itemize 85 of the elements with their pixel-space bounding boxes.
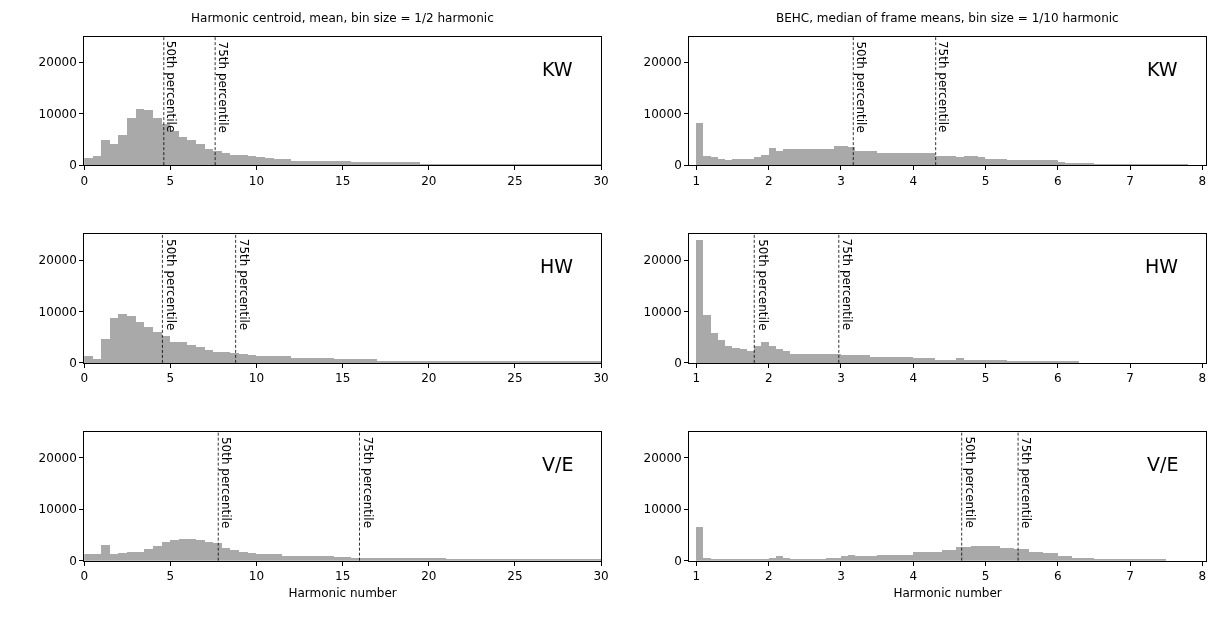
x-tick-label: 4 [909,371,918,386]
x-tick-label: 30 [593,371,609,386]
ref-line-label: 50th percentile [164,40,179,133]
annotation: KW [1147,58,1178,80]
x-tick-label: 5 [981,371,990,386]
x-tick-label: 1 [692,371,701,386]
y-tick-label: 10000 [643,502,682,517]
chart-title: BEHC, median of frame means, bin size = 1/10 harmonic [776,11,1119,25]
x-tick-label: 5 [166,371,175,386]
ref-line-label: 50th percentile [853,41,868,133]
annotation: V/E [542,453,574,475]
x-tick-label: 5 [166,569,175,584]
x-tick-label: 3 [837,173,845,188]
x-tick-label: 7 [1126,173,1134,188]
x-tick-label: 6 [1054,371,1062,386]
y-tick-label: 20000 [38,253,77,268]
x-tick-label: 8 [1198,371,1207,386]
x-tick-label: 1 [692,173,701,188]
y-tick-label: 0 [69,158,77,173]
x-tick-label: 25 [507,569,523,584]
x-tick-label: 15 [334,173,351,188]
y-tick-label: 20000 [643,451,682,466]
y-tick-label: 20000 [643,253,682,268]
ref-line-label: 75th percentile [936,40,951,133]
x-tick-label: 30 [593,173,609,188]
x-tick-label: 10 [248,569,265,584]
y-tick-label: 20000 [38,451,77,466]
x-tick-label: 2 [764,569,773,584]
chart-title: Harmonic centroid, mean, bin size = 1/2 harmonic [191,11,494,25]
y-tick-label: 0 [674,158,682,173]
y-tick-label: 0 [69,356,77,371]
y-tick-label: 10000 [38,502,77,517]
y-tick-label: 10000 [643,304,682,319]
ref-line-label: 75th percentile [1019,437,1034,529]
x-tick-label: 4 [909,173,918,188]
x-tick-label: 3 [837,371,845,386]
y-tick-label: 20000 [38,55,77,70]
x-tick-label: 3 [837,569,845,584]
y-tick-label: 0 [674,553,682,568]
annotation: V/E [1147,453,1179,475]
x-tick-label: 25 [507,371,523,386]
y-tick-label: 20000 [643,55,682,70]
x-tick-label: 0 [80,371,89,386]
y-tick-label: 10000 [38,106,77,121]
x-tick-label: 10 [248,371,265,386]
x-axis-title: Harmonic number [288,585,397,600]
x-tick-label: 6 [1054,569,1062,584]
x-tick-label: 4 [909,569,918,584]
ref-line-label: 75th percentile [237,238,252,331]
y-tick-label: 0 [674,356,682,371]
y-tick-label: 10000 [38,304,77,319]
x-tick-label: 20 [421,173,437,188]
x-tick-label: 25 [507,173,523,188]
ref-line-label: 75th percentile [360,436,375,529]
x-tick-label: 0 [80,173,89,188]
x-tick-label: 1 [692,569,701,584]
x-tick-label: 7 [1126,569,1134,584]
x-tick-label: 8 [1198,569,1207,584]
x-tick-label: 2 [764,371,773,386]
ref-line-label: 50th percentile [962,436,977,528]
x-tick-label: 7 [1126,371,1134,386]
ref-line-label: 75th percentile [215,41,230,133]
x-tick-label: 10 [248,173,265,188]
x-tick-label: 5 [166,173,175,188]
ref-line-label: 50th percentile [755,239,770,331]
x-tick-label: 15 [334,569,351,584]
annotation: HW [540,255,574,277]
annotation: HW [1145,255,1179,277]
ref-line-label: 50th percentile [163,239,178,331]
x-tick-label: 8 [1198,173,1207,188]
x-axis-title: Harmonic number [893,585,1002,600]
y-tick-label: 0 [69,553,77,568]
x-tick-label: 6 [1054,173,1062,188]
x-tick-label: 0 [80,569,89,584]
x-tick-label: 5 [981,173,990,188]
annotation: KW [542,58,573,80]
ref-line-label: 75th percentile [840,238,855,331]
x-tick-label: 20 [421,371,437,386]
y-tick-label: 10000 [643,106,682,121]
x-tick-label: 20 [421,569,437,584]
x-tick-label: 2 [764,173,773,188]
ref-line-label: 50th percentile [219,436,234,529]
x-tick-label: 30 [593,569,609,584]
x-tick-label: 15 [334,371,351,386]
x-tick-label: 5 [981,569,990,584]
